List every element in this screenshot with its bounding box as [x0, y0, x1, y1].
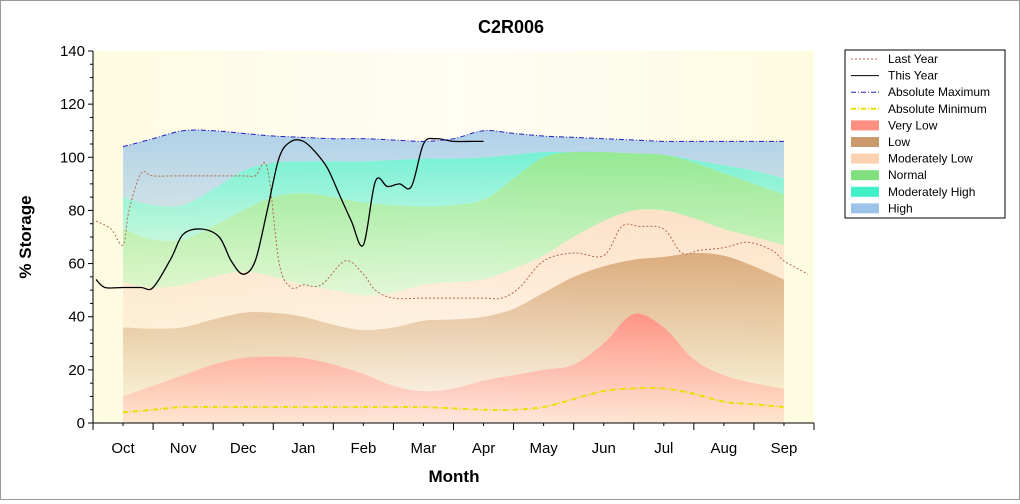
band-high — [123, 130, 784, 207]
legend-label-normal: Normal — [888, 168, 927, 182]
x-tick-label: Sep — [771, 440, 798, 457]
y-axis-title: % Storage — [16, 195, 35, 278]
x-tick-label: Jan — [291, 440, 315, 457]
x-tick-label: May — [529, 440, 558, 457]
legend-swatch-moderately-low — [851, 153, 879, 164]
y-tick-label: 60 — [68, 256, 85, 273]
legend-label-moderately-low: Moderately Low — [888, 152, 973, 166]
x-tick-label: Nov — [170, 440, 197, 457]
y-tick-label: 80 — [68, 202, 85, 219]
band-moderately-high — [123, 151, 784, 242]
legend-label-very-low: Very Low — [888, 118, 938, 132]
x-tick-label: Mar — [411, 440, 437, 457]
band-moderately-low — [123, 209, 784, 331]
x-axis-title: Month — [429, 467, 480, 486]
y-ticks: 0 20 40 60 80 100 120 140 — [60, 43, 93, 432]
legend: Last Year This Year Absolute Maximum Absolu… — [844, 49, 1006, 219]
legend-swatch-normal — [851, 170, 879, 181]
y-tick-label: 100 — [60, 149, 85, 166]
series-layer — [95, 129, 809, 414]
x-tick-label: Oct — [111, 440, 135, 457]
line-absolute-minimum — [122, 386, 785, 414]
legend-label-this-year: This Year — [888, 69, 938, 83]
legend-swatch-high — [851, 203, 879, 214]
band-very-low — [123, 313, 784, 423]
x-tick-label: Apr — [472, 440, 495, 457]
x-tick-label: Dec — [230, 440, 257, 457]
legend-swatch-moderately-high — [851, 186, 879, 197]
bands-layer — [123, 130, 784, 423]
legend-swatch-low — [851, 137, 879, 147]
legend-swatch-very-low — [851, 120, 879, 131]
x-tick-label: Jul — [654, 440, 673, 457]
legend-label-high: High — [888, 201, 913, 215]
legend-label-absolute-minimum: Absolute Minimum — [888, 102, 987, 116]
legend-label-absolute-maximum: Absolute Maximum — [888, 85, 990, 99]
chart-title: C2R006 — [478, 17, 544, 37]
legend-label-moderately-high: Moderately High — [888, 185, 975, 199]
band-normal — [123, 151, 784, 296]
line-this-year — [95, 137, 484, 291]
y-tick-label: 40 — [68, 309, 85, 326]
x-ticks: Oct Nov Dec Jan Feb Mar Apr May Jun Jul Aug Sep — [92, 423, 815, 457]
x-tick-label: Aug — [711, 440, 738, 457]
y-tick-label: 0 — [77, 415, 85, 432]
y-tick-label: 140 — [60, 43, 85, 60]
line-last-year — [95, 162, 809, 300]
line-absolute-maximum — [122, 129, 784, 148]
y-tick-label: 20 — [68, 362, 85, 379]
x-tick-label: Jun — [592, 440, 616, 457]
y-tick-label: 120 — [60, 96, 85, 113]
legend-label-low: Low — [888, 135, 910, 149]
legend-label-last-year: Last Year — [888, 52, 938, 66]
x-tick-label: Feb — [350, 440, 376, 457]
band-low — [123, 252, 784, 397]
